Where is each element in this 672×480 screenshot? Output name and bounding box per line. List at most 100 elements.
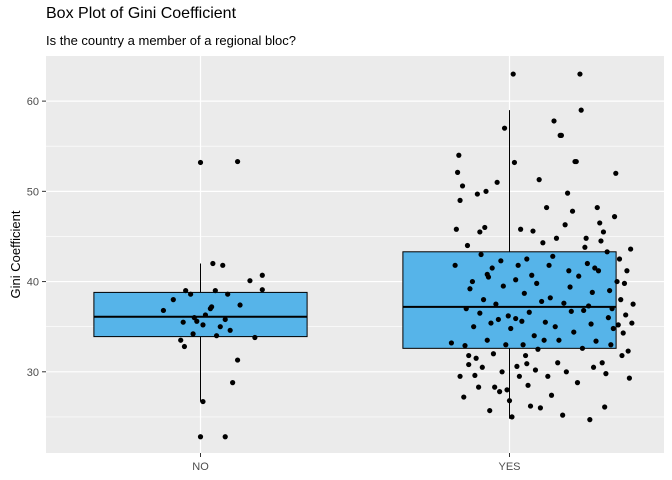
data-point-no [237,302,243,308]
data-point-yes [558,132,565,138]
boxes-layer [93,110,617,419]
jitter-points-layer [160,71,636,440]
data-point-yes [620,330,626,336]
data-point-yes [553,235,560,241]
data-point-yes [588,321,594,327]
data-point-yes [493,301,499,307]
data-point-yes [509,414,515,420]
data-point-yes [600,229,607,235]
data-point-no [230,380,236,386]
data-point-yes [457,373,463,379]
data-point-yes [616,256,623,262]
data-point-yes [513,277,519,283]
data-point-yes [511,159,518,166]
data-point-yes [542,319,548,325]
data-point-yes [497,389,503,395]
data-point-no [178,337,184,343]
data-point-yes [473,355,479,361]
data-point-yes [508,325,514,332]
data-point-yes [613,170,619,176]
data-point-yes [466,352,472,359]
data-point-yes [584,260,590,267]
data-point-no [234,158,241,165]
data-point-yes [489,265,495,271]
data-point-yes [583,235,589,241]
data-point-yes [589,289,595,295]
data-point-yes [610,325,616,332]
data-point-yes [603,371,609,377]
data-point-yes [598,238,604,244]
data-point-yes [561,300,567,306]
data-point-yes [592,265,598,271]
data-point-yes [573,158,579,165]
data-point-yes [537,405,544,411]
data-point-yes [488,320,494,326]
data-point-yes [605,315,611,321]
data-point-yes [500,283,506,289]
data-point-yes [545,373,551,379]
data-point-yes [582,244,588,250]
data-point-no [160,307,167,314]
data-point-yes [560,412,566,418]
data-point-yes [478,251,484,258]
data-point-yes [494,179,500,185]
data-point-yes [463,306,469,312]
data-point-yes [630,301,636,307]
data-point-no [191,315,197,321]
data-point-no [181,343,188,350]
data-point-yes [597,220,603,226]
data-point-yes [474,191,480,197]
data-point-no [234,357,241,363]
data-point-yes [534,280,540,286]
data-point-yes [615,322,621,328]
data-point-no [188,291,194,297]
y-tick-label-60: 60 [27,96,39,108]
data-point-yes [568,308,574,314]
data-point-yes [483,188,489,194]
data-point-yes [510,71,516,77]
data-point-yes [556,337,562,343]
data-point-yes [524,256,530,262]
data-point-no [227,327,233,333]
data-point-yes [525,382,531,388]
data-point-yes [520,342,526,348]
data-point-yes [484,271,490,277]
data-point-yes [577,71,583,77]
data-point-yes [619,352,625,359]
data-point-no [222,316,228,323]
data-point-yes [550,253,556,259]
x-tick-label-yes: YES [498,461,520,473]
data-point-yes [621,280,628,286]
data-point-yes [623,312,629,318]
data-point-no [225,291,231,297]
data-point-yes [477,229,483,235]
data-point-yes [492,384,498,390]
data-point-no [190,331,196,337]
data-point-yes [567,284,573,290]
data-point-yes [476,384,482,390]
data-point-yes [581,307,587,314]
data-point-yes [535,346,541,352]
data-point-no [259,287,265,293]
data-point-yes [506,398,513,404]
data-point-yes [487,407,493,414]
data-point-yes [490,351,497,357]
data-point-yes [482,224,488,231]
data-point-no [197,434,204,440]
data-point-yes [618,297,624,303]
data-point-yes [539,298,545,305]
data-point-yes [555,360,561,366]
data-point-yes [479,364,485,370]
data-point-yes [515,262,521,268]
data-point-yes [574,380,581,386]
data-point-yes [546,262,552,268]
data-point-yes [540,240,546,246]
data-point-yes [529,272,535,278]
data-point-yes [552,324,558,330]
data-point-no [197,159,204,166]
data-point-yes [469,278,476,285]
data-point-no [252,334,258,341]
data-point-no [183,287,189,294]
data-point-yes [608,342,614,348]
